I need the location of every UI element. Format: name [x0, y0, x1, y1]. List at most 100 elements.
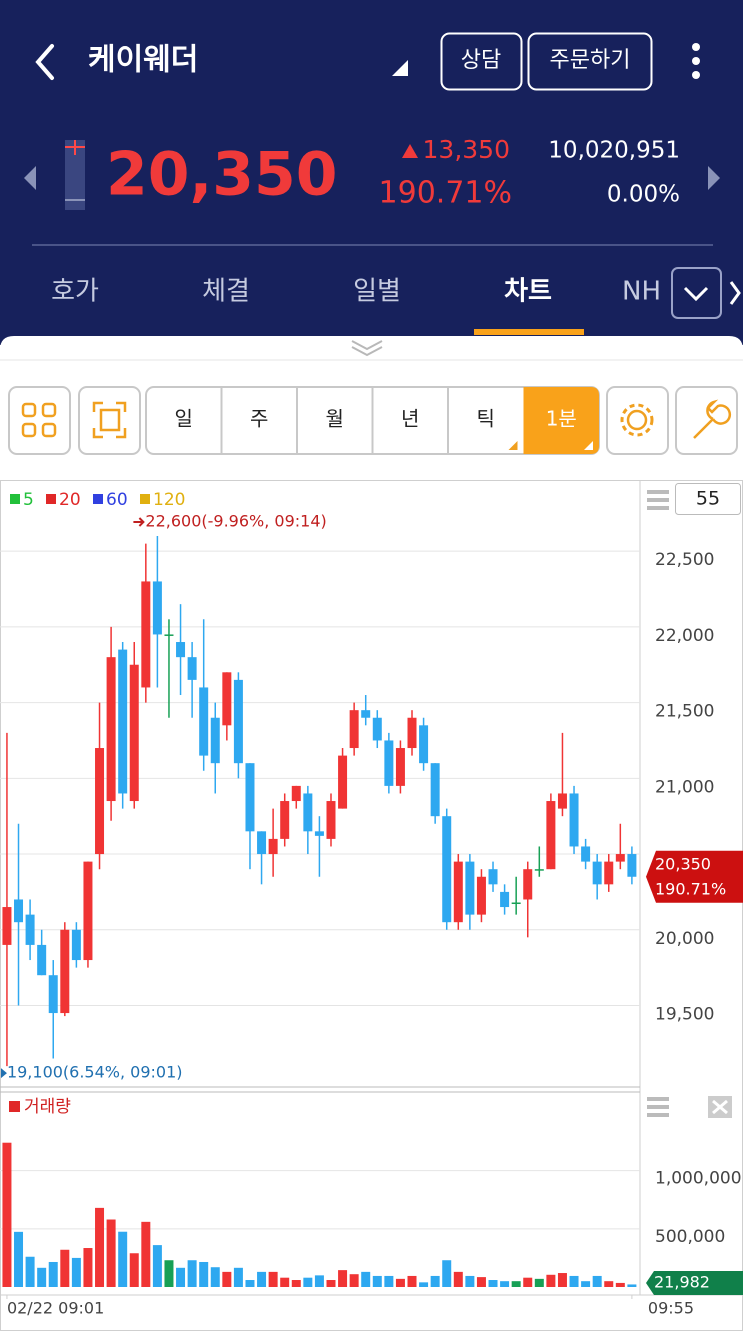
tab[interactable]: 체결	[202, 277, 250, 307]
stock-title[interactable]: 케이웨더	[88, 43, 198, 78]
more-menu[interactable]	[692, 43, 700, 79]
volume-bar	[37, 1267, 47, 1287]
y-tick-label: 500,000	[655, 1227, 725, 1247]
candle-body	[233, 679, 243, 764]
candle-body	[176, 642, 186, 658]
tools-button[interactable]	[675, 386, 738, 455]
consult-button[interactable]	[440, 32, 523, 91]
candle-body	[419, 725, 429, 764]
fullscreen-icon[interactable]	[92, 401, 127, 439]
volume-bar	[465, 1275, 475, 1287]
candle-body	[25, 914, 35, 945]
period-button[interactable]: 주	[250, 407, 268, 431]
volume-bar	[500, 1281, 510, 1287]
high-arrow	[133, 517, 145, 527]
menu-bar[interactable]	[647, 1113, 669, 1117]
volume-bar	[326, 1280, 336, 1287]
candle-body	[37, 944, 47, 976]
dot[interactable]	[692, 43, 700, 51]
candle-body	[14, 899, 24, 923]
period-button[interactable]: 틱	[477, 407, 495, 431]
submenu-mark	[584, 441, 593, 450]
period-button[interactable]: 월	[326, 407, 344, 431]
candle-body	[361, 710, 371, 718]
menu-bar[interactable]	[647, 498, 669, 502]
volume-bar	[280, 1277, 290, 1287]
icon-cell[interactable]	[21, 422, 37, 438]
next-arrow[interactable]	[708, 166, 720, 190]
volume-menu[interactable]	[647, 1097, 669, 1117]
candle-body	[326, 801, 336, 839]
settings-button[interactable]	[606, 386, 669, 455]
candle-body	[557, 793, 567, 809]
volume-bar	[210, 1267, 220, 1287]
tab[interactable]: 일별	[353, 277, 401, 307]
icon-cell[interactable]	[41, 422, 57, 438]
fullscreen-button[interactable]	[78, 386, 141, 455]
order-button[interactable]	[527, 32, 653, 91]
volume-bar	[164, 1260, 174, 1287]
period-value[interactable]: 55	[696, 488, 720, 510]
period-button[interactable]: 1분	[546, 407, 577, 431]
candle-body	[615, 854, 625, 862]
period-box[interactable]	[675, 483, 741, 515]
legend-swatch	[10, 494, 20, 504]
tab-expand[interactable]	[671, 267, 722, 319]
chevron[interactable]	[683, 286, 709, 302]
menu-bar[interactable]	[647, 1105, 669, 1109]
chevron[interactable]	[729, 281, 741, 305]
submenu-mark	[508, 441, 518, 450]
tab[interactable]: 차트	[504, 277, 552, 307]
candle-body	[592, 861, 602, 885]
candle-body	[476, 876, 486, 915]
volume-bar	[303, 1277, 313, 1287]
volume-bar	[615, 1282, 625, 1287]
tab[interactable]: 호가	[51, 277, 99, 307]
back-button[interactable]	[35, 44, 54, 80]
button-label[interactable]: 상담	[461, 48, 501, 73]
price-menu[interactable]	[647, 490, 669, 510]
volume-bar	[71, 1257, 81, 1287]
volume-bar	[419, 1282, 429, 1287]
prev-arrow[interactable]	[24, 166, 36, 190]
price-tag-value: 20,350	[655, 854, 711, 873]
volume-bar	[546, 1274, 556, 1287]
icon-cell[interactable]	[41, 402, 57, 418]
volume-bar	[523, 1277, 533, 1287]
dot[interactable]	[692, 57, 700, 65]
volume-bar	[14, 1231, 24, 1287]
period-button[interactable]: 일	[175, 407, 193, 431]
volume-legend-swatch	[9, 1101, 20, 1112]
menu-bar[interactable]	[647, 506, 669, 510]
volume-bar	[430, 1275, 440, 1287]
wrench-icon[interactable]	[693, 399, 732, 439]
close-icon[interactable]	[712, 1099, 728, 1115]
volume-bar	[152, 1245, 162, 1287]
volume-bar	[222, 1271, 232, 1287]
volume-bar	[581, 1281, 591, 1287]
legend-label: 120	[153, 490, 185, 510]
dropdown-icon[interactable]	[392, 60, 408, 76]
icon-cell[interactable]	[21, 402, 37, 418]
volume-bar	[106, 1219, 116, 1287]
grid-icon[interactable]	[21, 402, 57, 438]
gear-icon[interactable]	[626, 409, 648, 431]
volume-bar	[349, 1274, 359, 1287]
volume-bar	[233, 1267, 243, 1287]
legend-swatch	[46, 494, 56, 504]
menu-bar[interactable]	[647, 1097, 669, 1101]
volume-bar	[511, 1281, 521, 1287]
gear-teeth[interactable]	[620, 403, 654, 437]
layout-button[interactable]	[8, 386, 71, 455]
dot[interactable]	[692, 71, 700, 79]
menu-bar[interactable]	[647, 490, 669, 494]
tab-bar: 호가 체결 일별 차트 NH	[51, 277, 661, 307]
period-active[interactable]	[523, 387, 600, 454]
tab[interactable]: NH	[622, 277, 661, 307]
plot: 19,50020,00020,50021,00021,50022,00022,5…	[0, 490, 743, 1318]
button-label[interactable]: 주문하기	[550, 48, 631, 73]
period-button[interactable]: 년	[401, 407, 419, 431]
collapse-handle[interactable]	[351, 340, 383, 357]
